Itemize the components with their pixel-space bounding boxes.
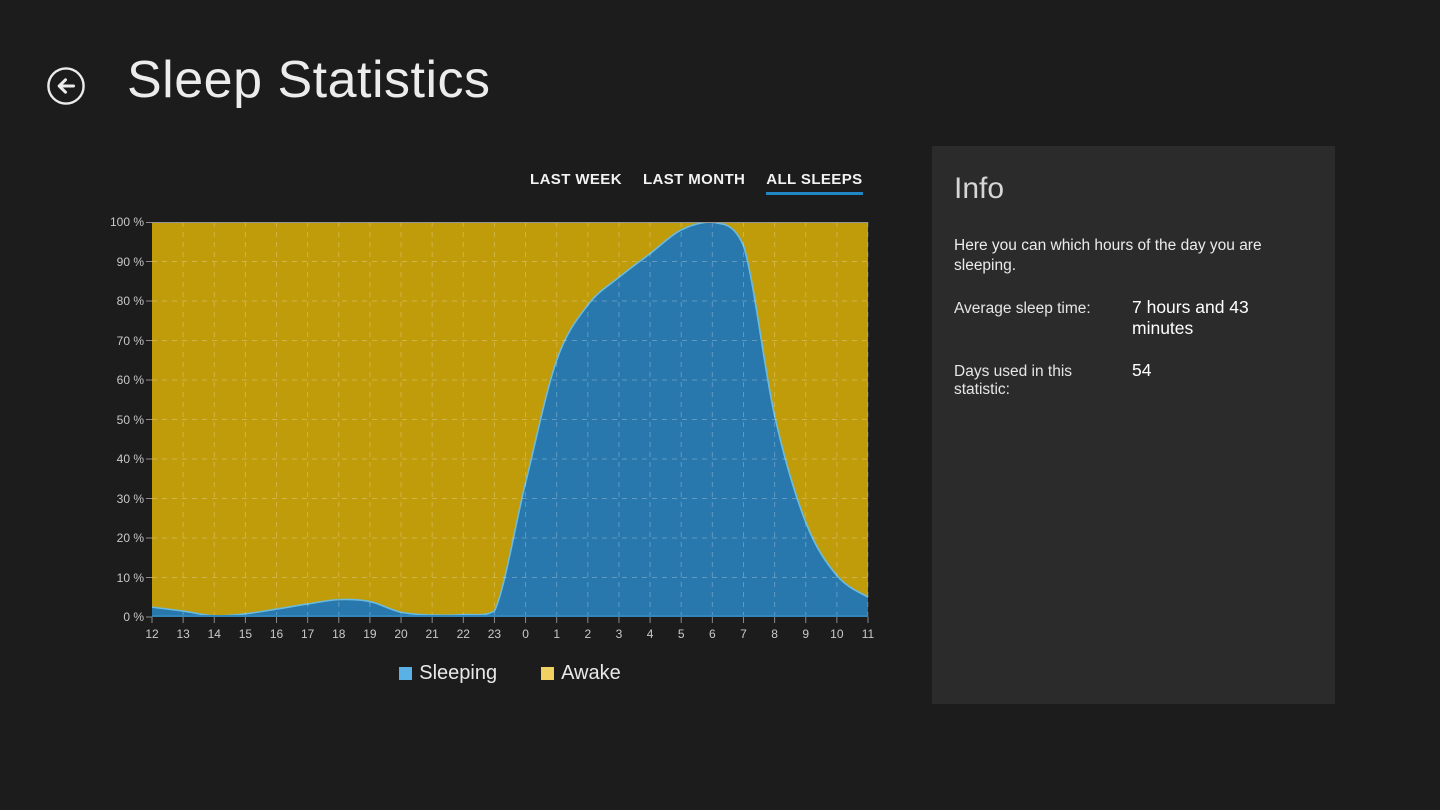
y-axis-label: 20 % bbox=[116, 531, 144, 545]
tab-label: LAST MONTH bbox=[642, 171, 746, 188]
x-axis-label: 12 bbox=[145, 627, 159, 641]
tab-underline bbox=[643, 192, 745, 195]
info-row-average-sleep: Average sleep time: 7 hours and 43 minut… bbox=[954, 297, 1313, 339]
info-description: Here you can which hours of the day you … bbox=[954, 237, 1262, 274]
sleeping-swatch-icon bbox=[399, 667, 413, 680]
info-row-days-used: Days used in this statistic: 54 bbox=[954, 360, 1313, 399]
chart-legend: Sleeping Awake bbox=[152, 662, 868, 685]
tab-last-month[interactable]: LAST MONTH bbox=[643, 171, 745, 195]
y-axis-label: 100 % bbox=[109, 215, 144, 229]
x-axis-label: 4 bbox=[646, 627, 654, 641]
y-axis-label: 40 % bbox=[116, 452, 144, 466]
legend-item-awake: Awake bbox=[541, 662, 621, 685]
x-axis-label: 6 bbox=[709, 627, 716, 641]
y-axis-label: 50 % bbox=[116, 412, 144, 427]
x-axis-label: 17 bbox=[300, 627, 315, 641]
y-axis-label: 0 % bbox=[123, 610, 144, 624]
legend-item-sleeping: Sleeping bbox=[399, 662, 497, 685]
x-axis-label: 20 bbox=[394, 627, 408, 641]
x-axis-label: 19 bbox=[363, 627, 377, 641]
tab-label: ALL SLEEPS bbox=[766, 171, 863, 188]
x-axis-label: 23 bbox=[487, 627, 502, 641]
info-panel: Info Here you can which hours of the day… bbox=[932, 146, 1335, 704]
y-axis-label: 10 % bbox=[116, 570, 144, 585]
x-axis-label: 11 bbox=[861, 627, 875, 641]
x-axis-label: 5 bbox=[677, 627, 685, 641]
x-axis-label: 7 bbox=[740, 627, 747, 641]
y-axis-label: 80 % bbox=[116, 294, 144, 308]
page-title: Sleep Statistics bbox=[127, 51, 491, 109]
y-axis-label: 60 % bbox=[116, 373, 144, 387]
y-axis-label: 30 % bbox=[116, 491, 144, 506]
x-axis-label: 10 bbox=[830, 627, 844, 641]
tab-all-sleeps[interactable]: ALL SLEEPS bbox=[766, 171, 863, 195]
x-axis-label: 22 bbox=[456, 627, 470, 641]
x-axis-label: 15 bbox=[238, 627, 253, 641]
x-axis-label: 1 bbox=[553, 627, 561, 641]
days-used-label: Days used in this statistic: bbox=[954, 363, 1073, 398]
average-sleep-value: 7 hours and 43 minutes bbox=[1132, 297, 1249, 338]
x-axis-label: 21 bbox=[425, 627, 439, 641]
range-tabs: LAST WEEK LAST MONTH ALL SLEEPS bbox=[530, 171, 863, 195]
x-axis-label: 13 bbox=[176, 627, 190, 641]
x-axis-label: 0 bbox=[522, 627, 529, 641]
legend-label: Sleeping bbox=[419, 662, 498, 684]
tab-label: LAST WEEK bbox=[530, 171, 622, 188]
legend-label: Awake bbox=[561, 662, 621, 684]
x-axis-label: 16 bbox=[269, 627, 284, 641]
x-axis-label: 3 bbox=[615, 627, 623, 641]
x-axis-label: 18 bbox=[332, 627, 346, 641]
x-axis-label: 9 bbox=[802, 627, 810, 641]
info-panel-title: Info bbox=[954, 172, 1005, 205]
tab-active-underline bbox=[766, 192, 863, 195]
average-sleep-label: Average sleep time: bbox=[954, 300, 1091, 317]
y-axis-label: 90 % bbox=[116, 254, 144, 269]
x-axis-label: 8 bbox=[771, 627, 778, 641]
awake-swatch-icon bbox=[541, 667, 555, 680]
x-axis-label: 14 bbox=[207, 627, 221, 641]
tab-underline bbox=[530, 192, 622, 195]
tab-last-week[interactable]: LAST WEEK bbox=[530, 171, 622, 195]
sleep-area-chart bbox=[146, 222, 869, 623]
x-axis-label: 2 bbox=[584, 627, 592, 641]
y-axis-label: 70 % bbox=[116, 333, 144, 348]
days-used-value: 54 bbox=[1132, 360, 1152, 380]
back-arrow-icon bbox=[47, 67, 85, 105]
back-button[interactable] bbox=[46, 66, 86, 106]
